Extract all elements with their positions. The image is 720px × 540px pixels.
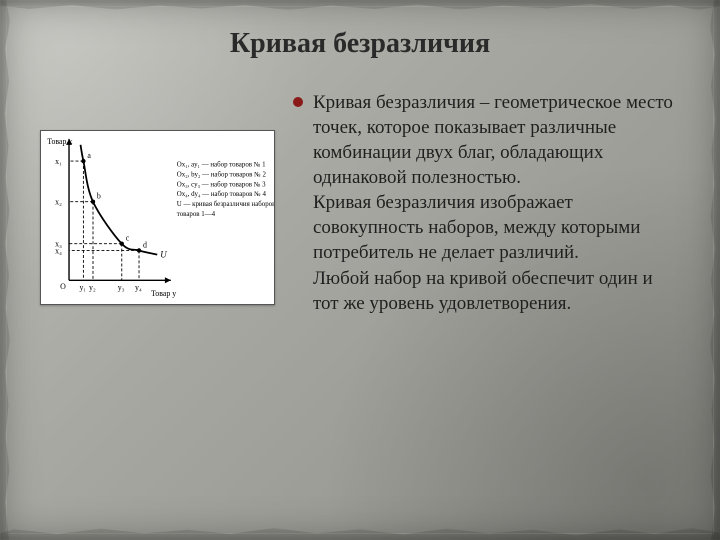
svg-text:Ox₄, dy₄ — набор товаров № 4: Ox₄, dy₄ — набор товаров № 4 bbox=[177, 191, 267, 198]
content-row: Товар xТовар yOUabcdx₁x₂x₃x₄y₁y₂y₃y₄Ox₁,… bbox=[40, 90, 680, 510]
svg-text:Ox₃, cy₃ — набор товаров № 3: Ox₃, cy₃ — набор товаров № 3 bbox=[177, 181, 266, 188]
torn-edge bbox=[0, 528, 720, 540]
paragraph: Кривая безразличия – геометрическое мест… bbox=[313, 90, 680, 190]
indifference-curve-figure: Товар xТовар yOUabcdx₁x₂x₃x₄y₁y₂y₃y₄Ox₁,… bbox=[40, 130, 275, 305]
svg-text:x₁: x₁ bbox=[55, 157, 62, 166]
svg-text:a: a bbox=[87, 151, 91, 160]
svg-text:y₁: y₁ bbox=[79, 283, 86, 292]
torn-edge bbox=[0, 0, 10, 540]
svg-text:y₂: y₂ bbox=[89, 283, 96, 292]
bullet-icon bbox=[293, 97, 303, 107]
svg-text:товаров 1—4: товаров 1—4 bbox=[177, 211, 216, 218]
svg-text:U: U bbox=[160, 250, 167, 260]
torn-edge bbox=[0, 0, 720, 10]
svg-text:y₄: y₄ bbox=[135, 283, 142, 292]
slide-title: Кривая безразличия bbox=[0, 28, 720, 60]
svg-text:x₄: x₄ bbox=[55, 246, 62, 255]
svg-text:U — кривая безразличия наборов: U — кривая безразличия наборов bbox=[177, 201, 275, 208]
svg-text:x₂: x₂ bbox=[55, 198, 62, 207]
bullet-block: Кривая безразличия – геометрическое мест… bbox=[293, 90, 680, 316]
svg-text:Товар x: Товар x bbox=[47, 137, 72, 146]
paragraph: Любой набор на кривой обеспечит один и т… bbox=[313, 266, 680, 316]
svg-text:Товар y: Товар y bbox=[151, 289, 176, 298]
svg-text:d: d bbox=[143, 241, 147, 250]
svg-text:O: O bbox=[60, 282, 66, 291]
svg-text:y₃: y₃ bbox=[118, 283, 125, 292]
svg-text:c: c bbox=[126, 234, 130, 243]
svg-text:Ox₁, ay₁ — набор товаров № 1: Ox₁, ay₁ — набор товаров № 1 bbox=[177, 162, 266, 169]
paragraph: Кривая безразличия изображает совокупнос… bbox=[313, 190, 680, 265]
torn-edge bbox=[710, 0, 720, 540]
body-text: Кривая безразличия – геометрическое мест… bbox=[313, 90, 680, 316]
svg-text:b: b bbox=[97, 192, 101, 201]
svg-text:Ox₂, by₂ — набор товаров № 2: Ox₂, by₂ — набор товаров № 2 bbox=[177, 171, 267, 178]
